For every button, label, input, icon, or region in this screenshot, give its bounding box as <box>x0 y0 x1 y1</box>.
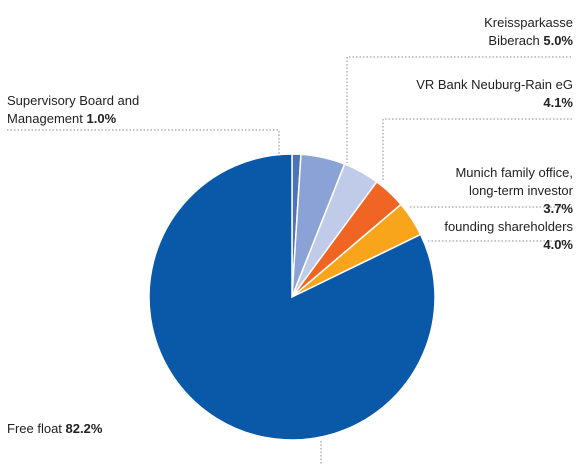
slice-label: Free float 82.2% <box>7 420 207 438</box>
slice-name: Supervisory Board and Management <box>7 93 140 126</box>
leader-line <box>382 118 572 180</box>
slice-label: Kreissparkasse Biberach 5.0% <box>440 14 573 50</box>
pie-slice <box>148 153 436 441</box>
slice-value: 5.0% <box>543 33 573 48</box>
slice-name: founding shareholders <box>444 219 573 234</box>
leader-lines <box>7 56 572 465</box>
slice-label: founding shareholders 4.0% <box>440 218 573 254</box>
slice-value: 1.0% <box>86 111 117 126</box>
slice-value: 3.7% <box>543 201 573 216</box>
slice-name: Kreissparkasse Biberach <box>484 15 573 48</box>
leader-line <box>7 129 280 156</box>
slice-name: VR Bank Neuburg-Rain eG <box>416 77 573 92</box>
slice-label: VR Bank Neuburg-Rain eG 4.1% <box>400 76 573 112</box>
slice-value: 4.0% <box>543 237 573 252</box>
leader-line <box>346 56 571 163</box>
slice-value: 4.1% <box>543 95 573 110</box>
slice-name: Munich family office, long-term investor <box>455 165 573 198</box>
slice-label: Munich family office, long-term investor… <box>440 164 573 218</box>
slice-label: Supervisory Board and Management 1.0% <box>7 92 177 128</box>
slice-name: Free float <box>7 421 62 436</box>
slice-value: 82.2% <box>65 421 103 436</box>
